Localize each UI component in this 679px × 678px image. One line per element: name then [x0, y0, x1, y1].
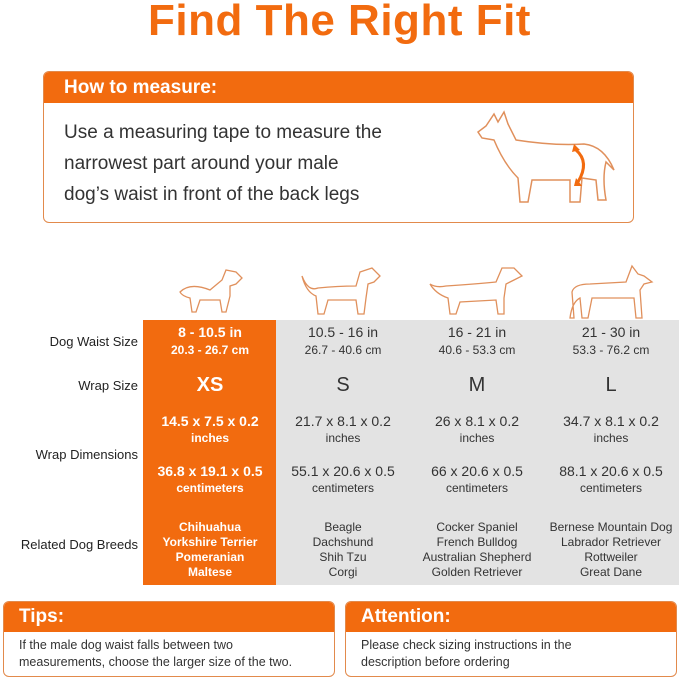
unit-inches: inches — [593, 431, 629, 445]
dimensions-centimeters: 88.1 x 20.6 x 0.5 — [559, 463, 663, 479]
label-wrap-dimensions: Wrap Dimensions — [35, 447, 138, 462]
measure-line: narrowest part around your male — [64, 153, 339, 174]
breed-name: Labrador Retriever — [560, 535, 662, 549]
unit-centimeters: centimeters — [176, 481, 244, 495]
waist-centimeters: 53.3 - 76.2 cm — [572, 343, 650, 357]
label-dog-waist-size: Dog Waist Size — [49, 334, 138, 349]
breed-name: Maltese — [187, 565, 233, 579]
size-column-xs — [143, 320, 276, 585]
breed-name: Great Dane — [579, 565, 643, 579]
medium-dog-icon — [301, 267, 381, 315]
giant-dog-icon — [569, 264, 654, 319]
breed-name: French Bulldog — [436, 535, 518, 549]
breed-name: Corgi — [328, 565, 358, 579]
unit-inches: inches — [459, 431, 495, 445]
breed-name: Rottweiler — [584, 550, 638, 564]
waist-centimeters: 40.6 - 53.3 cm — [438, 343, 516, 357]
waist-inches: 8 - 10.5 in — [178, 324, 242, 340]
breed-name: Bernese Mountain Dog — [549, 520, 673, 534]
breed-name: Chihuahua — [179, 520, 241, 534]
large-dog-icon — [429, 267, 524, 315]
waist-inches: 10.5 - 16 in — [307, 324, 379, 340]
dimensions-centimeters: 55.1 x 20.6 x 0.5 — [291, 463, 395, 479]
breed-name: Dachshund — [312, 535, 374, 549]
waist-inches: 21 - 30 in — [581, 324, 641, 340]
dimensions-inches: 14.5 x 7.5 x 0.2 — [161, 413, 259, 429]
tips-text: If the male dog waist falls between two … — [19, 638, 293, 669]
wrap-size: L — [605, 374, 617, 396]
how-to-measure-heading: How to measure: — [44, 72, 633, 103]
how-to-measure-text: Use a measuring tape to measure the narr… — [64, 117, 464, 210]
label-wrap-size: Wrap Size — [78, 378, 138, 393]
measure-line: Use a measuring tape to measure the — [64, 122, 382, 143]
dimensions-inches: 21.7 x 8.1 x 0.2 — [295, 413, 391, 429]
breed-name: Yorkshire Terrier — [162, 535, 258, 549]
wrap-size: S — [336, 374, 350, 396]
unit-centimeters: centimeters — [311, 481, 375, 495]
tips-panel: Tips: If the male dog waist falls betwee… — [3, 601, 335, 677]
measure-line: dog’s waist in front of the back legs — [64, 184, 360, 205]
dimensions-centimeters: 36.8 x 19.1 x 0.5 — [157, 463, 263, 479]
breed-name: Australian Shepherd — [422, 550, 532, 564]
unit-inches: inches — [325, 431, 361, 445]
size-columns-background — [276, 320, 679, 585]
waist-inches: 16 - 21 in — [447, 324, 507, 340]
small-dog-icon — [179, 269, 243, 313]
dimensions-centimeters: 66 x 20.6 x 0.5 — [431, 463, 523, 479]
unit-centimeters: centimeters — [579, 481, 643, 495]
breed-name: Cocker Spaniel — [436, 520, 518, 534]
breed-name: Golden Retriever — [431, 565, 523, 579]
dimensions-inches: 26 x 8.1 x 0.2 — [434, 413, 520, 429]
breed-name: Beagle — [324, 520, 362, 534]
waist-centimeters: 26.7 - 40.6 cm — [304, 343, 382, 357]
wrap-size: M — [468, 374, 486, 396]
breed-name: Shih Tzu — [319, 550, 367, 564]
breed-name: Pomeranian — [175, 550, 245, 564]
wrap-size: XS — [196, 374, 224, 396]
attention-heading: Attention: — [346, 602, 676, 632]
attention-text: Please check sizing instructions in the … — [361, 638, 572, 669]
unit-centimeters: centimeters — [445, 481, 509, 495]
unit-inches: inches — [190, 431, 229, 445]
dog-measure-icon — [476, 110, 615, 203]
waist-centimeters: 20.3 - 26.7 cm — [170, 343, 250, 357]
how-to-measure-panel: How to measure: Use a measuring tape to … — [43, 71, 634, 223]
label-related-breeds: Related Dog Breeds — [20, 537, 138, 552]
tips-heading: Tips: — [4, 602, 334, 632]
attention-panel: Attention: Please check sizing instructi… — [345, 601, 677, 677]
dimensions-inches: 34.7 x 8.1 x 0.2 — [563, 413, 659, 429]
page-title: Find The Right Fit — [148, 0, 531, 45]
